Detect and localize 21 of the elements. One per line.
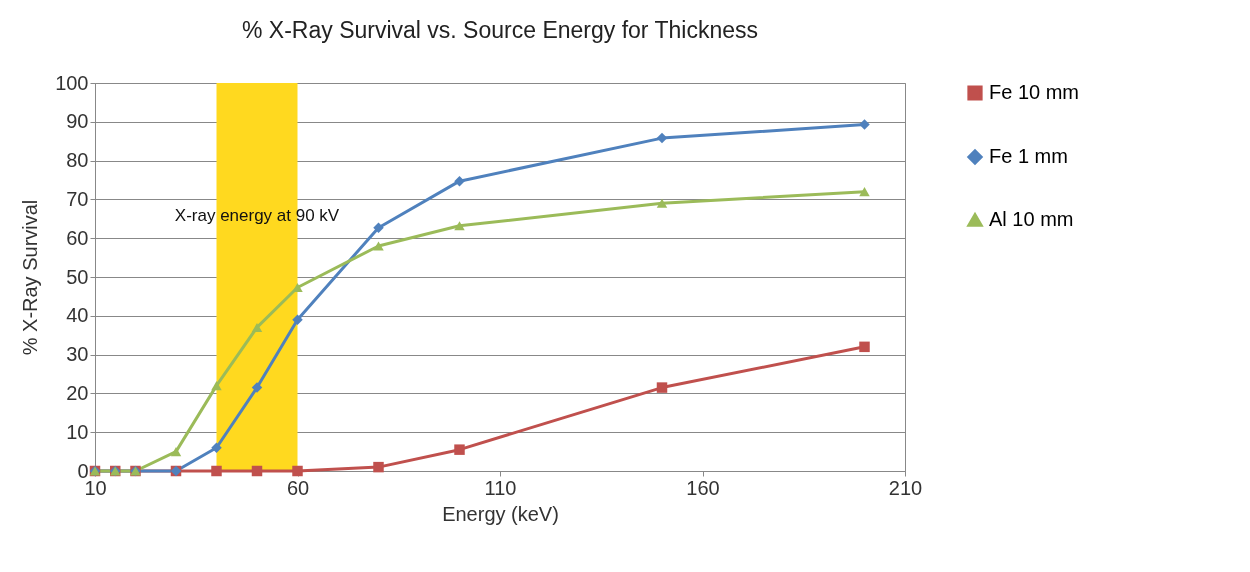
- legend-label: Fe 10 mm: [989, 81, 1080, 103]
- y-tick-label: 90: [66, 110, 89, 133]
- y-tick-label: 60: [66, 226, 89, 249]
- legend-label: Al 10 mm: [989, 208, 1074, 230]
- y-tick-label: 10: [66, 420, 89, 443]
- y-tick-label: 80: [66, 149, 89, 172]
- x-tick-label: 110: [484, 476, 517, 499]
- chart-title: % X-Ray Survival vs. Source Energy for Thickness: [242, 17, 758, 43]
- x-tick-label: 210: [888, 476, 923, 499]
- y-axis-title: % X-Ray Survival: [19, 199, 42, 356]
- y-tick-label: 30: [66, 343, 89, 366]
- y-tick-label: 40: [66, 304, 89, 327]
- x-tick-label: 160: [686, 476, 720, 499]
- y-tick-label: 20: [66, 381, 89, 404]
- y-tick-label: 100: [55, 71, 89, 94]
- y-tick-label: 0: [77, 459, 89, 482]
- y-tick-label: 50: [66, 265, 89, 288]
- x-axis-title: Energy (keV): [442, 502, 559, 525]
- legend-label: Fe 1 mm: [989, 145, 1068, 167]
- y-tick-label: 70: [66, 187, 89, 210]
- x-tick-label: 60: [286, 476, 310, 499]
